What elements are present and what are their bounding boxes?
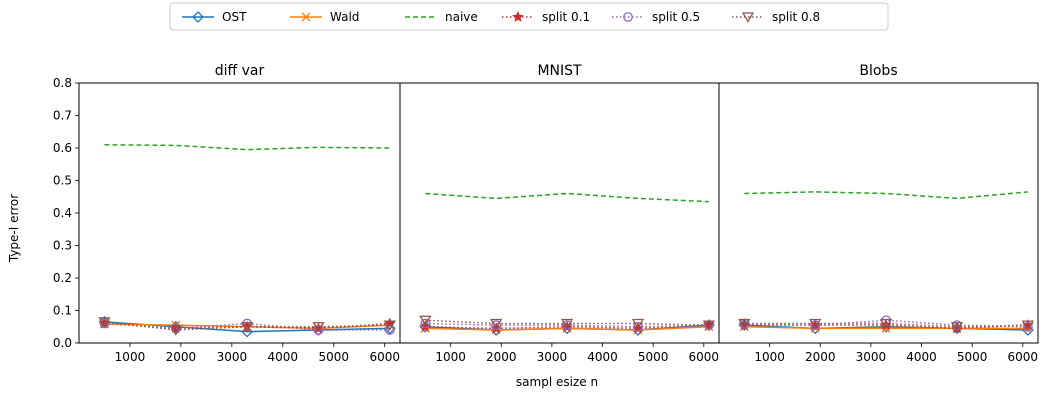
y-tick-label-diff-var-0.3: 0.3: [53, 239, 72, 253]
series-blobs-split-0-8: [738, 318, 1035, 333]
series-mnist-split-0-8: [419, 315, 716, 331]
point-mnist-split-0-8-0: [419, 315, 432, 327]
series-line-blobs-split-0-1: [744, 324, 1028, 330]
x-tick-label-diff-var-6000: 6000: [369, 350, 400, 364]
point-diff-var-split-0-5-0: [99, 318, 110, 329]
y-tick-label-diff-var-0.1: 0.1: [53, 304, 72, 318]
point-mnist-split-0-5-1: [491, 320, 502, 331]
x-tick-label-diff-var-4000: 4000: [268, 350, 299, 364]
legend-label-split-0-5: split 0.5: [652, 10, 700, 24]
point-blobs-split-0-8-1: [809, 318, 822, 330]
legend-label-wald: Wald: [330, 10, 359, 24]
point-mnist-split-0-5-0: [420, 318, 431, 329]
panel-frame-mnist: [399, 82, 720, 344]
point-mnist-split-0-8-4: [702, 320, 716, 331]
series-diff-var-split-0-8: [98, 317, 396, 336]
series-line-blobs-naive: [744, 191, 1028, 200]
point-blobs-split-0-5-4: [1022, 321, 1033, 332]
point-blobs-split-0-5-1: [810, 320, 821, 331]
legend-label-ost: OST: [222, 10, 247, 24]
series-mnist-naive: [425, 192, 709, 203]
y-tick-label-diff-var-0.0: 0.0: [53, 336, 72, 350]
legend-marker-ost: [192, 11, 204, 23]
legend-marker-split-0-1: [512, 10, 524, 22]
x-tick-label-diff-var-1000: 1000: [115, 350, 146, 364]
legend-entry-ost: OST: [182, 10, 247, 24]
legend-label-naive: naive: [445, 10, 478, 24]
legend-label-split-0-8: split 0.8: [772, 10, 820, 24]
panel-title-diff-var: diff var: [215, 63, 265, 79]
y-tick-label-diff-var-0.6: 0.6: [53, 141, 72, 155]
point-mnist-split-0-8-1: [490, 318, 503, 330]
y-tick-label-diff-var-0.2: 0.2: [53, 271, 72, 285]
x-tick-label-mnist-2000: 2000: [486, 350, 517, 364]
x-axis-label: sampl esize n: [516, 375, 598, 389]
series-line-diff-var-naive: [104, 144, 390, 151]
y-tick-label-diff-var-0.5: 0.5: [53, 174, 72, 188]
x-tick-label-mnist-4000: 4000: [587, 350, 618, 364]
point-diff-var-split-0-8-3: [312, 322, 325, 333]
panel-blobs: Blobs 1000 2000 3000 4000 5000 6000: [718, 63, 1039, 364]
panel-frame-diff-var: [78, 82, 401, 344]
x-tick-label-mnist-5000: 5000: [638, 350, 669, 364]
point-mnist-split-0-5-2: [562, 320, 572, 331]
panel-diff-var: diff var 1000 2000 3000 4000 5000 6000 0.0 0.1 0.…: [53, 63, 401, 364]
legend-marker-split-0-5: [623, 12, 633, 22]
series-line-mnist-naive: [425, 192, 709, 203]
panel-frame-blobs: [718, 82, 1039, 344]
series-diff-var-naive: [104, 144, 390, 151]
panel-title-blobs: Blobs: [859, 63, 897, 79]
x-tick-label-mnist-1000: 1000: [435, 350, 466, 364]
legend-entry-split-0-8: split 0.8: [732, 10, 820, 24]
legend-entry-wald: Wald: [290, 10, 359, 24]
y-tick-label-diff-var-0.4: 0.4: [53, 206, 72, 220]
legend-marker-wald: [301, 12, 311, 22]
x-tick-label-blobs-1000: 1000: [754, 350, 785, 364]
x-tick-label-blobs-2000: 2000: [805, 350, 836, 364]
series-blobs-naive: [744, 191, 1028, 200]
legend-marker-split-0-8: [741, 12, 755, 23]
point-diff-var-split-0-5-4: [384, 325, 395, 335]
point-mnist-split-0-8-2: [560, 318, 574, 330]
y-tick-label-diff-var-0.8: 0.8: [53, 76, 72, 90]
point-diff-var-split-0-8-0: [98, 317, 111, 328]
point-blobs-split-0-8-3: [950, 322, 964, 333]
point-diff-var-split-0-8-1: [169, 325, 182, 336]
x-tick-label-blobs-3000: 3000: [856, 350, 887, 364]
x-tick-label-mnist-6000: 6000: [689, 350, 720, 364]
chart-panels: diff var 1000 2000 3000 4000 5000 6000 0.0 0.1 0.…: [53, 63, 1039, 364]
legend-entry-naive: naive: [405, 10, 478, 24]
x-tick-label-blobs-6000: 6000: [1008, 350, 1039, 364]
point-blobs-split-0-8-4: [1021, 320, 1035, 331]
legend-label-split-0-1: split 0.1: [542, 10, 590, 24]
x-tick-label-mnist-3000: 3000: [537, 350, 568, 364]
y-tick-label-diff-var-0.7: 0.7: [53, 109, 72, 123]
point-blobs-split-0-8-0: [738, 318, 751, 330]
y-axis-label: Type-I error: [7, 194, 21, 263]
x-tick-label-diff-var-5000: 5000: [318, 350, 349, 364]
series-line-mnist-split-0-8: [425, 319, 709, 326]
x-tick-label-blobs-4000: 4000: [906, 350, 937, 364]
point-mnist-split-0-8-3: [631, 318, 645, 330]
series-line-blobs-split-0-8: [744, 322, 1028, 328]
legend-entry-split-0-5: split 0.5: [612, 10, 700, 24]
point-mnist-split-0-5-3: [633, 321, 643, 332]
point-diff-var-split-0-8-4: [383, 320, 396, 331]
legend-entry-split-0-1: split 0.1: [502, 10, 590, 24]
legend: OST Wald naive split 0.1 split 0.5 split 0.8: [169, 2, 889, 31]
point-blobs-ost-1: [809, 322, 822, 335]
point-blobs-split-0-8-2: [879, 318, 893, 330]
x-tick-label-diff-var-2000: 2000: [166, 350, 197, 364]
series-line-mnist-split-0-5: [425, 322, 709, 328]
point-diff-var-split-0-8-2: [241, 322, 254, 333]
series-line-mnist-split-0-1: [425, 324, 709, 330]
x-tick-label-diff-var-3000: 3000: [217, 350, 248, 364]
panel-title-mnist: MNIST: [537, 63, 582, 79]
legend-frame: [169, 2, 889, 31]
point-diff-var-split-0-5-3: [313, 325, 324, 335]
x-tick-label-blobs-5000: 5000: [957, 350, 988, 364]
panel-mnist: MNIST 1000 2000 3000 4000 5000 6000: [399, 63, 720, 364]
